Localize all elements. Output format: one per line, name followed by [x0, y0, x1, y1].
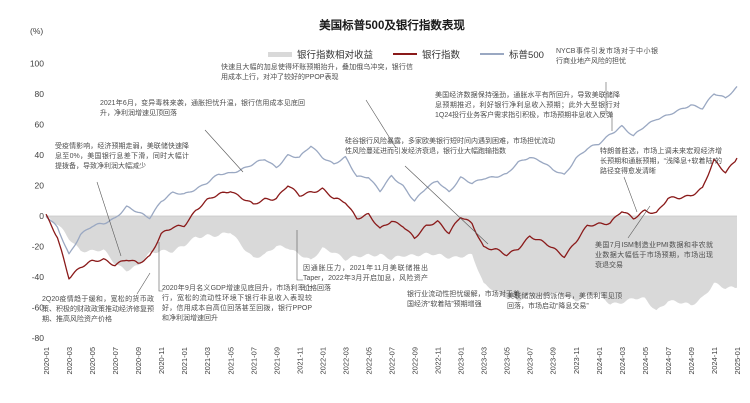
legend-label: 银行指数相对收益: [297, 50, 374, 61]
annotation-leader-line: [158, 242, 163, 292]
x-axis-tick-label: 2020-03: [65, 347, 74, 375]
annotation-rate-hike-2022: 快速且大幅的加息使得坏账预期抬升，叠加俄乌冲突，银行信用成本上行，对冲了较好的P…: [221, 64, 413, 81]
y-axis-tick-label: -20: [32, 242, 45, 252]
y-axis-tick-label: 60: [35, 120, 45, 130]
y-axis-unit: (%): [30, 26, 44, 36]
legend-item-bank-index: 银行指数: [393, 47, 460, 61]
x-axis-tick-label: 2024-01: [595, 347, 604, 375]
x-axis-tick-label: 2021-07: [249, 347, 258, 375]
annotation-fed-dovish: 美联储放出鸽派信号，美债利率见顶回落，市场启动“降息交易”: [507, 293, 622, 310]
legend-label: 标普500: [509, 50, 544, 61]
annotation-leader-line: [627, 205, 651, 239]
x-axis-tick-label: 2022-01: [318, 347, 327, 375]
annotation-leader-line: [404, 165, 489, 245]
annotation-nycb: NYCB事件引发市场对于中小银行商业地产风险的担忧: [556, 48, 658, 65]
annotation-strong-data-2024: 美国经济数据保持强劲，通胀水平有所回升，导致美联储降息预期推迟，利好银行净利息收…: [435, 92, 620, 119]
x-axis-tick-label: 2020-11: [157, 347, 166, 374]
x-axis-tick-label: 2020-07: [111, 347, 120, 375]
x-axis-tick-label: 2022-07: [388, 347, 397, 375]
x-axis-tick-label: 2021-01: [180, 347, 189, 375]
x-axis-tick-label: 2023-07: [526, 347, 535, 375]
legend-label: 银行指数: [422, 50, 461, 61]
x-axis-tick-label: 2023-01: [457, 347, 466, 375]
x-axis-tick-label: 2021-11: [295, 347, 304, 374]
x-axis-tick-label: 2020-09: [134, 347, 143, 375]
x-axis-tick-label: 2024-09: [687, 347, 696, 375]
legend-item-relative-return: 银行指数相对收益: [268, 47, 373, 61]
annotation-svb-2023: 硅谷银行风险暴露，多家欧美银行短时间内遇到困难，市场担忧流动性风险蔓延进而引发经…: [345, 138, 555, 155]
x-axis-tick-label: 2022-11: [434, 347, 443, 374]
x-axis-tick-label: 2020-01: [42, 347, 51, 375]
annotation-leader-line: [296, 230, 303, 281]
y-axis-tick-label: 40: [35, 150, 45, 160]
annotation-2q20-recovery: 2Q20疫情趋于缓和，宽松的货币政策、积极的财政政策推动经济修复预期、推高风险资…: [42, 296, 154, 323]
annotation-gdp-rebound-2020: 2020年9月名义GDP增速见底回升，市场利率上行，宽松的流动性环境下银行非息收…: [162, 285, 312, 322]
bank-index-line: [45, 157, 738, 280]
x-axis-tick-label: 2021-03: [203, 347, 212, 375]
y-axis-tick-label: -40: [32, 272, 45, 282]
y-axis-tick-label: -60: [32, 303, 45, 313]
x-axis-tick-label: 2023-05: [503, 347, 512, 375]
annotation-ism-pmi: 美国7月ISM制造业PMI数据和非农就业数据大幅低于市场预期，市场出现衰退交易: [595, 242, 713, 269]
annotation-leader-line: [365, 99, 397, 149]
x-axis-tick-label: 2022-09: [411, 347, 420, 375]
annotation-trump-win: 特朗普胜选，市场上调未来宏观经济增长预期和通胀预期，“浅降息+软着陆”的路径变得…: [600, 148, 722, 175]
annotation-taper: 因通胀压力，2021年11月美联储推出Taper，2022年3月开启加息，风险资…: [303, 265, 428, 292]
x-axis-tick-label: 2020-05: [88, 347, 97, 375]
sp500-swatch: [480, 53, 505, 55]
x-axis-tick-label: 2024-05: [641, 347, 650, 375]
bank-relative-return-area: [46, 216, 737, 311]
legend-item-sp500: 标普500: [480, 47, 544, 61]
sp500-line: [45, 85, 738, 255]
y-axis-tick-label: -80: [32, 333, 45, 343]
x-axis-tick-label: 2023-11: [572, 347, 581, 374]
bank-index-swatch: [393, 53, 418, 55]
y-axis-tick-label: 80: [35, 89, 45, 99]
annotation-covid-2020: 受疫情影响，经济预期走弱，美联储快速降息至0%，美国银行息差下滑，同时大幅计提拨…: [55, 143, 189, 170]
x-axis-tick-label: 2023-09: [549, 347, 558, 375]
annotation-liquidity-ease: 银行业流动性担忧缓解，市场对于美国经济“软着陆”预期增强: [407, 291, 520, 308]
x-axis-tick-label: 2024-07: [664, 347, 673, 375]
relative-return-swatch: [268, 51, 292, 57]
annotation-leader-line: [600, 112, 613, 131]
y-axis-tick-label: 100: [30, 59, 44, 69]
chart-legend: 银行指数相对收益 银行指数 标普500: [268, 47, 544, 61]
chart-title: 美国标普500及银行指数表现: [319, 20, 465, 32]
x-axis-tick-label: 2021-05: [226, 347, 235, 375]
x-axis-tick-label: 2021-09: [272, 347, 281, 375]
x-axis-tick-label: 2024-11: [710, 347, 719, 374]
x-axis-tick-label: 2025-01: [733, 347, 742, 375]
x-axis-tick-label: 2022-05: [364, 347, 373, 375]
x-axis-tick-label: 2022-03: [341, 347, 350, 375]
y-axis-tick-label: 0: [39, 211, 44, 221]
annotation-leader-line: [96, 181, 122, 257]
annotation-jun-2021: 2021年6月，变异毒株来袭，通胀担忧升温，银行信用成本见底回升，净利润增速见顶…: [100, 100, 305, 117]
annotation-leader-line: [136, 272, 151, 295]
y-axis-tick-label: 20: [35, 181, 45, 191]
annotation-leader-line: [204, 129, 244, 173]
x-axis-tick-label: 2023-03: [480, 347, 489, 375]
annotation-leader-line: [623, 176, 638, 213]
x-axis-tick-label: 2024-03: [618, 347, 627, 375]
